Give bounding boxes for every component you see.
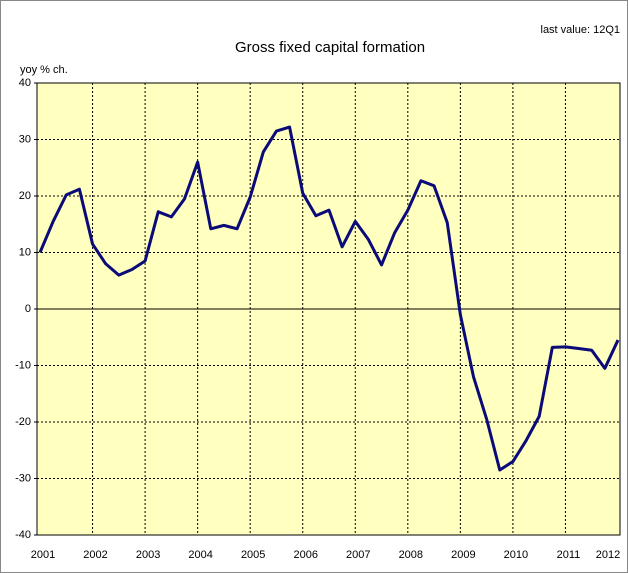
y-tick-label: 30 xyxy=(19,133,31,145)
y-tick-label: 10 xyxy=(19,246,31,258)
y-tick-label: 20 xyxy=(19,190,31,202)
x-tick-label: 2010 xyxy=(504,549,528,561)
y-tick-label: -10 xyxy=(15,359,31,371)
x-tick-label: 2012 xyxy=(596,549,620,561)
data-line xyxy=(38,125,620,472)
x-tick-label: 2011 xyxy=(557,549,581,561)
x-tick-label: 2001 xyxy=(31,549,55,561)
y-tick-label: 0 xyxy=(25,303,31,315)
x-tick-label: 2007 xyxy=(346,549,370,561)
x-tick-label: 2005 xyxy=(241,549,265,561)
x-tick-label: 2008 xyxy=(399,549,423,561)
x-tick-label: 2003 xyxy=(136,549,160,561)
y-axis-label: yoy % ch. xyxy=(20,64,68,76)
x-tick-label: 2006 xyxy=(293,549,317,561)
x-tick-label: 2004 xyxy=(188,549,212,561)
x-tick-label: 2009 xyxy=(451,549,475,561)
y-tick-label: 40 xyxy=(19,77,31,89)
annotation: last value: 12Q1 xyxy=(541,24,621,36)
y-tick-label: -40 xyxy=(15,529,31,541)
chart-title: Gross fixed capital formation xyxy=(235,39,425,56)
y-tick-label: -30 xyxy=(15,472,31,484)
x-tick-label: 2002 xyxy=(83,549,107,561)
y-tick-label: -20 xyxy=(15,416,31,428)
